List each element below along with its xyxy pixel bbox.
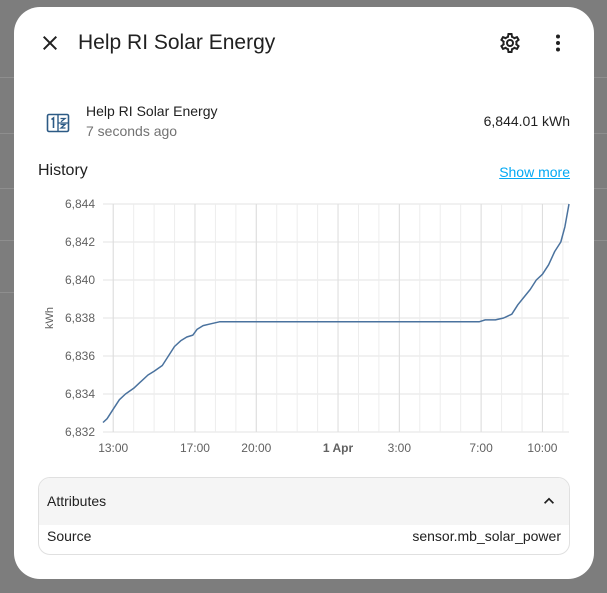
attribute-key: Source [47,528,92,544]
chevron-up-icon [544,497,554,504]
y-tick-label: 6,838 [65,311,95,325]
entity-state: 6,844.01 kWh [483,113,570,129]
attributes-header[interactable]: Attributes [39,478,569,525]
show-more-link[interactable]: Show more [499,164,570,180]
x-tick-label: 13:00 [98,441,128,455]
y-axis-label: kWh [44,307,56,329]
x-tick-label: 20:00 [241,441,271,455]
y-tick-label: 6,844 [65,197,95,211]
attributes-title: Attributes [47,493,107,509]
close-button[interactable] [30,23,70,63]
attribute-row: Source sensor.mb_solar_power [39,525,569,553]
settings-button[interactable] [490,23,530,63]
close-icon [43,36,57,50]
more-info-dialog: Help RI Solar Energy Help RI Solar Energ… [14,7,594,579]
x-tick-label: 7:00 [469,441,493,455]
y-tick-label: 6,840 [65,273,95,287]
dialog-title: Help RI Solar Energy [78,31,276,54]
x-tick-label: 17:00 [180,441,210,455]
history-chart[interactable]: 6,844 6,842 6,840 6,838 6,836 6,834 6,83213:00… [14,7,594,472]
attribute-value: sensor.mb_solar_power [412,528,561,544]
entity-name: Help RI Solar Energy [86,103,218,119]
counter-icon [46,113,70,133]
x-tick-label: 3:00 [388,441,412,455]
entity-last-changed: 7 seconds ago [86,123,178,139]
entity-row[interactable]: Help RI Solar Energy 7 seconds ago 6,844… [38,99,570,155]
history-title: History [38,162,88,179]
y-tick-label: 6,832 [65,425,95,439]
dialog-header: Help RI Solar Energy [14,7,594,79]
series-line [102,203,570,424]
x-tick-label: 1 Apr [323,441,354,455]
more-options-button[interactable] [538,23,578,63]
gear-icon [500,33,520,53]
y-tick-label: 6,836 [65,349,95,363]
x-tick-label: 10:00 [527,441,557,455]
attributes-panel: Attributes Source sensor.mb_solar_power [38,477,570,555]
dots-vertical-icon [556,34,560,52]
y-tick-label: 6,842 [65,235,95,249]
y-tick-label: 6,834 [65,387,95,401]
